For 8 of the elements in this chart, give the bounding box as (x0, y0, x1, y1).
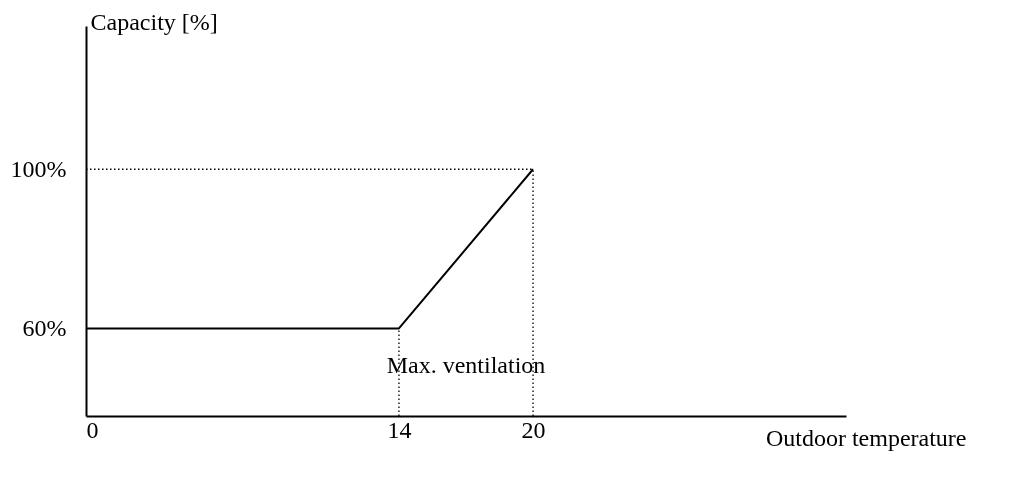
x-tick-label: 0 (86, 416, 99, 443)
annotation: Max. ventilation (386, 352, 546, 378)
x-axis-title: Outdoor temperature (765, 424, 967, 451)
y-axis-title: Capacity [%] (90, 8, 218, 35)
x-tick-label: 14 (387, 416, 412, 443)
y-tick-label: 100% (10, 155, 67, 182)
x-tick-label: 20 (521, 416, 546, 443)
y-tick-label: 60% (22, 314, 67, 341)
